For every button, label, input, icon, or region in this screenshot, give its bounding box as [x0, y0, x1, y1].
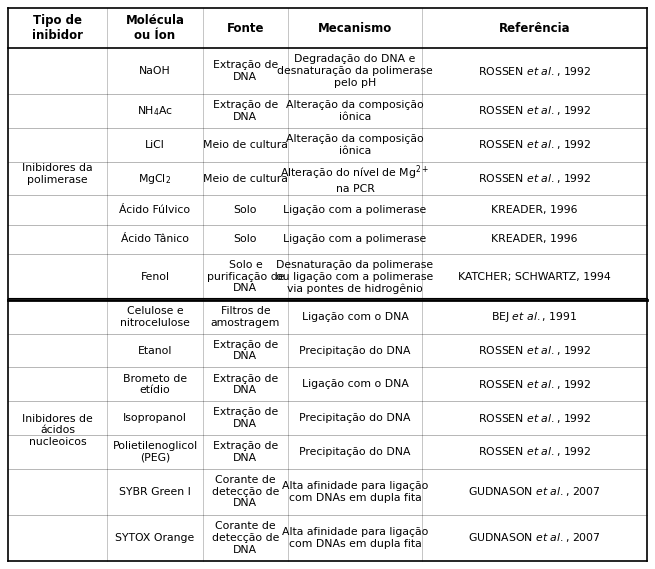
Text: NaOH: NaOH [139, 66, 171, 76]
Text: Meio de cultura: Meio de cultura [203, 140, 288, 150]
Text: Alteração da composição
iônica: Alteração da composição iônica [286, 100, 424, 122]
Text: Alteração do nível de Mg$^{2+}$
na PCR: Alteração do nível de Mg$^{2+}$ na PCR [280, 163, 430, 193]
Text: Filtros de
amostragem: Filtros de amostragem [211, 306, 280, 328]
Text: Ácido Fúlvico: Ácido Fúlvico [119, 205, 191, 215]
Text: Extração de
DNA: Extração de DNA [213, 60, 278, 82]
Text: Referência: Referência [498, 22, 571, 35]
Text: Precipitação do DNA: Precipitação do DNA [299, 345, 411, 356]
Text: Fenol: Fenol [140, 272, 170, 282]
Text: Precipitação do DNA: Precipitação do DNA [299, 447, 411, 457]
Text: Precipitação do DNA: Precipitação do DNA [299, 413, 411, 423]
Text: Brometo de
etídio: Brometo de etídio [123, 374, 187, 395]
Text: Degradação do DNA e
desnaturação da polimerase
pelo pH: Degradação do DNA e desnaturação da poli… [277, 55, 433, 88]
Text: KATCHER; SCHWARTZ, 1994: KATCHER; SCHWARTZ, 1994 [458, 272, 611, 282]
Text: Extração de
DNA: Extração de DNA [213, 441, 278, 463]
Text: ROSSEN $\it{et\ al.}$, 1992: ROSSEN $\it{et\ al.}$, 1992 [478, 138, 591, 151]
Text: Fonte: Fonte [227, 22, 264, 35]
Text: Alta afinidade para ligação
com DNAs em dupla fita: Alta afinidade para ligação com DNAs em … [282, 481, 428, 502]
Text: KREADER, 1996: KREADER, 1996 [491, 205, 578, 215]
Text: Molécula
ou Íon: Molécula ou Íon [126, 14, 185, 42]
Text: Celulose e
nitrocelulose: Celulose e nitrocelulose [120, 306, 190, 328]
Text: GUDNASON $\it{et\ al.}$, 2007: GUDNASON $\it{et\ al.}$, 2007 [468, 485, 601, 498]
Text: Extração de
DNA: Extração de DNA [213, 407, 278, 429]
Text: MgCl$_2$: MgCl$_2$ [138, 171, 172, 185]
Text: Isopropanol: Isopropanol [123, 413, 187, 423]
Text: Corante de
detecção de
DNA: Corante de detecção de DNA [212, 521, 279, 555]
Text: ROSSEN $\it{et\ al.}$, 1992: ROSSEN $\it{et\ al.}$, 1992 [478, 172, 591, 185]
Text: Meio de cultura: Meio de cultura [203, 174, 288, 184]
Text: Solo: Solo [234, 205, 257, 215]
Text: Extração de
DNA: Extração de DNA [213, 340, 278, 361]
Text: ROSSEN $\it{et\ al.}$, 1992: ROSSEN $\it{et\ al.}$, 1992 [478, 411, 591, 424]
Text: Polietilenoglicol
(PEG): Polietilenoglicol (PEG) [113, 441, 198, 463]
Text: KREADER, 1996: KREADER, 1996 [491, 234, 578, 244]
Text: Ligação com o DNA: Ligação com o DNA [301, 380, 409, 389]
Text: Etanol: Etanol [138, 345, 172, 356]
Text: ROSSEN $\it{et\ al.}$, 1992: ROSSEN $\it{et\ al.}$, 1992 [478, 105, 591, 117]
Text: Ligação com o DNA: Ligação com o DNA [301, 312, 409, 322]
Text: ROSSEN $\it{et\ al.}$, 1992: ROSSEN $\it{et\ al.}$, 1992 [478, 446, 591, 459]
Text: ROSSEN $\it{et\ al.}$, 1992: ROSSEN $\it{et\ al.}$, 1992 [478, 64, 591, 77]
Text: Corante de
detecção de
DNA: Corante de detecção de DNA [212, 475, 279, 509]
Text: Tipo de
inibidor: Tipo de inibidor [32, 14, 83, 42]
Text: Inibidores da
polimerase: Inibidores da polimerase [22, 163, 93, 185]
Text: Ácido Tânico: Ácido Tânico [121, 234, 189, 244]
Text: Solo: Solo [234, 234, 257, 244]
Text: Inibidores de
ácidos
nucleoicos: Inibidores de ácidos nucleoicos [22, 414, 93, 447]
Text: Alteração da composição
iônica: Alteração da composição iônica [286, 134, 424, 155]
Text: Extração de
DNA: Extração de DNA [213, 100, 278, 122]
Text: SYBR Green I: SYBR Green I [119, 487, 191, 497]
Text: NH$_4$Ac: NH$_4$Ac [137, 104, 173, 118]
Text: Solo e
purificação de
DNA: Solo e purificação de DNA [206, 260, 284, 294]
Text: Extração de
DNA: Extração de DNA [213, 374, 278, 395]
Text: Ligação com a polimerase: Ligação com a polimerase [284, 205, 426, 215]
Text: Mecanismo: Mecanismo [318, 22, 392, 35]
Text: Alta afinidade para ligação
com DNAs em dupla fita: Alta afinidade para ligação com DNAs em … [282, 527, 428, 549]
Text: ROSSEN $\it{et\ al.}$, 1992: ROSSEN $\it{et\ al.}$, 1992 [478, 344, 591, 357]
Text: GUDNASON $\it{et\ al.}$, 2007: GUDNASON $\it{et\ al.}$, 2007 [468, 531, 601, 545]
Text: SYTOX Orange: SYTOX Orange [115, 533, 195, 543]
Text: ROSSEN $\it{et\ al.}$, 1992: ROSSEN $\it{et\ al.}$, 1992 [478, 378, 591, 391]
Text: Ligação com a polimerase: Ligação com a polimerase [284, 234, 426, 244]
Text: Desnaturação da polimerase
ou ligação com a polimerase
via pontes de hidrogênio: Desnaturação da polimerase ou ligação co… [276, 260, 434, 294]
Text: BEJ $\it{et\ al.}$, 1991: BEJ $\it{et\ al.}$, 1991 [491, 310, 578, 324]
Text: LiCl: LiCl [145, 140, 165, 150]
